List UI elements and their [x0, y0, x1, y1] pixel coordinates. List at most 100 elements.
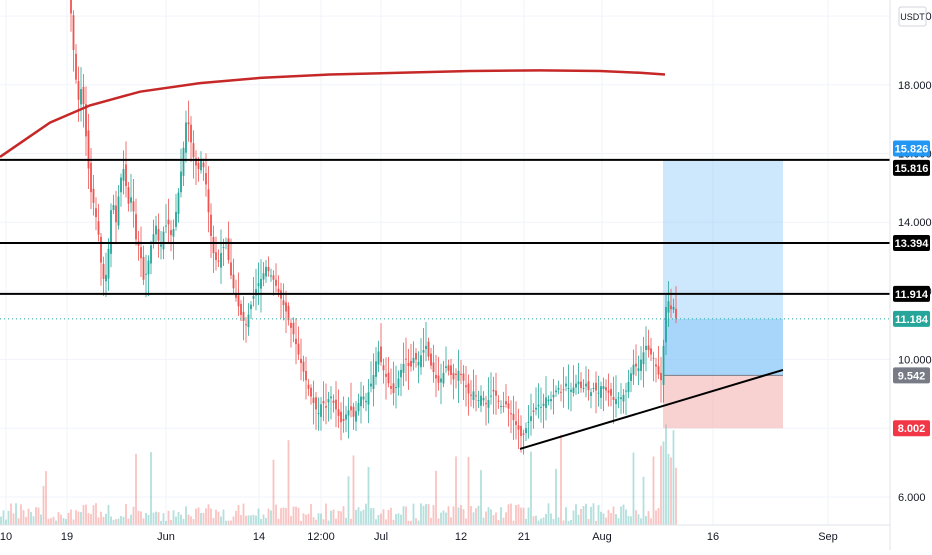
x-tick-label: Jun [157, 531, 175, 543]
volume-bar [580, 508, 582, 525]
candle-body [607, 390, 610, 393]
volume-bar [577, 514, 580, 525]
volume-bar [125, 503, 127, 525]
volume-bar [415, 518, 417, 525]
candle-body [110, 210, 112, 254]
candle-body [657, 366, 660, 375]
volume-bar [547, 503, 550, 525]
volume-bar [537, 520, 540, 525]
candle-body [245, 324, 247, 326]
volume-bar [230, 520, 232, 525]
candle-body [92, 188, 95, 203]
candle-body [492, 389, 495, 392]
volume-bar [407, 520, 410, 525]
loss-zone [663, 375, 783, 429]
volume-bar [390, 507, 392, 525]
volume-bar [590, 506, 592, 525]
candle-body [235, 293, 237, 298]
volume-bar [472, 512, 475, 525]
candle-body [525, 428, 527, 434]
candle-body [310, 387, 312, 397]
volume-bar [452, 506, 455, 525]
candle-body [135, 214, 137, 240]
volume-bar [120, 515, 122, 525]
candle-body [635, 363, 637, 367]
candle-body [385, 374, 387, 377]
volume-bar [155, 511, 157, 525]
volume-bar [365, 503, 367, 525]
candle-body [337, 409, 340, 416]
volume-bar [555, 468, 557, 525]
candle-body [172, 229, 175, 237]
volume-bar [430, 517, 432, 525]
candle-body [97, 221, 100, 235]
volume-bar [425, 503, 427, 525]
candle-body [507, 403, 510, 409]
volume-bar [360, 511, 362, 525]
candle-body [277, 288, 280, 293]
candle-body [300, 358, 302, 364]
candle-body [345, 414, 347, 420]
long-position-tool[interactable] [663, 159, 783, 429]
candle-body [417, 361, 420, 366]
candle-body [667, 301, 670, 313]
candle-body [252, 296, 255, 299]
candle-body [130, 197, 132, 203]
volume-bar [252, 514, 255, 525]
moving-average [0, 69, 666, 158]
x-tick-label: 19 [61, 531, 73, 543]
candle-body [267, 266, 270, 272]
volume-bar [180, 514, 182, 525]
candle-body [465, 385, 467, 388]
candle-body [560, 391, 562, 393]
candle-body [332, 400, 335, 403]
horizontal-levels[interactable] [0, 158, 890, 320]
volume-bar [87, 513, 90, 525]
candle-body [127, 187, 130, 204]
volume-bar [495, 512, 497, 525]
volume-bar [77, 511, 80, 525]
volume-bar [27, 508, 30, 525]
candle-body [512, 413, 515, 421]
candle-body [540, 406, 542, 408]
candle-body [90, 162, 92, 193]
candle-body [195, 158, 197, 166]
volume-bar [480, 470, 482, 525]
volume-bar [467, 456, 470, 525]
volume-bar [15, 503, 17, 525]
volume-bar [432, 505, 435, 525]
volume-bar [490, 509, 492, 525]
volume-bar [187, 514, 190, 525]
volume-bar [325, 503, 327, 525]
volume-bar [427, 504, 430, 525]
candle-body [272, 275, 275, 280]
volume-bar [345, 517, 347, 525]
candle-body [572, 387, 575, 393]
candle-body [72, 15, 75, 51]
candle-body [377, 351, 380, 365]
trendline[interactable] [519, 368, 784, 450]
volume-bar [22, 510, 25, 525]
volume-bar [515, 505, 517, 525]
volume-bar [165, 520, 167, 525]
volume-bar [595, 520, 597, 525]
volume-bar [607, 509, 610, 525]
volume-bar [475, 508, 477, 525]
candle-body [527, 421, 530, 423]
candle-body [162, 231, 165, 250]
candle-body [422, 350, 425, 353]
candle-body [157, 229, 160, 241]
volume-bar [200, 512, 202, 525]
volume-bar [615, 514, 617, 525]
volume-bar [620, 506, 622, 525]
candle-body [530, 416, 532, 421]
candle-body [597, 392, 600, 394]
candle-body [187, 122, 190, 125]
price-label-box [893, 285, 930, 302]
volume-bar [497, 520, 500, 525]
volume-bar [282, 507, 285, 525]
candle-body [255, 289, 257, 296]
volume-bar [637, 514, 640, 525]
